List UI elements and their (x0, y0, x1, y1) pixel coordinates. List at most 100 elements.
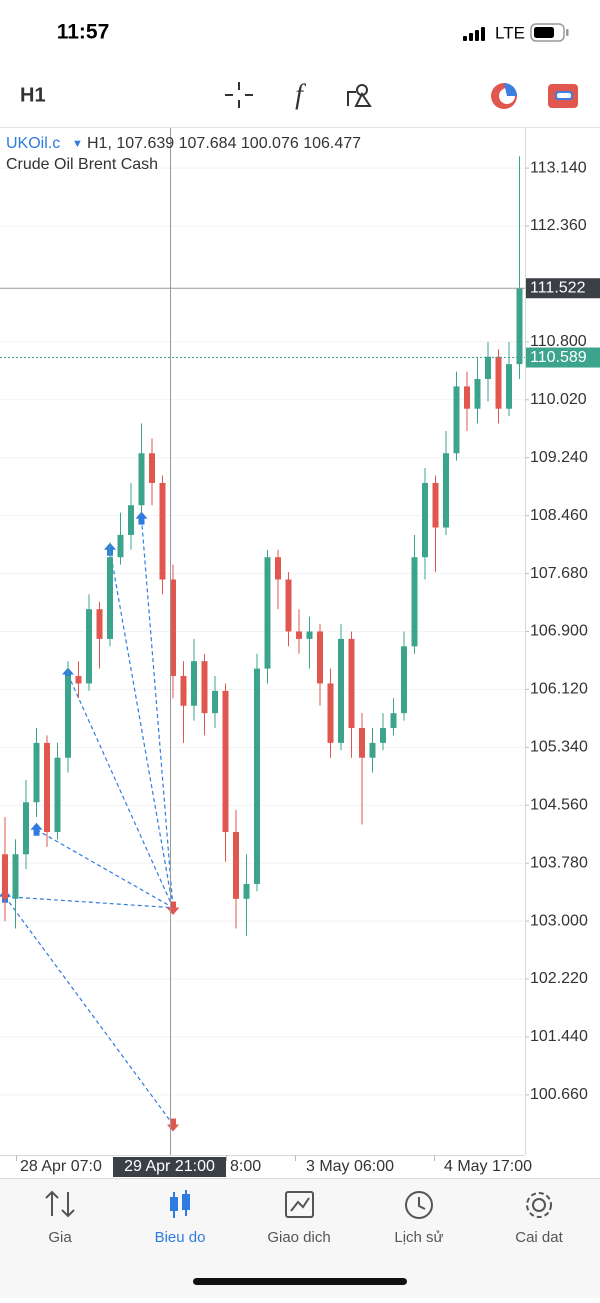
candle-body (222, 690, 229, 832)
candle-body (390, 713, 397, 729)
tab[interactable]: Gia (48, 1229, 72, 1246)
trade-button[interactable] (491, 83, 517, 109)
trade-line (4, 895, 174, 909)
candle-body (369, 742, 376, 758)
tabs: Gia Bieu do Giao dich Lịch sử Cai dat (48, 1229, 563, 1246)
trade-line (109, 549, 174, 908)
overlay: 110.589 111.522 (0, 128, 600, 1155)
ohlc-info: H1, 107.639 107.684 100.076 106.477 (87, 135, 361, 152)
candles (2, 156, 523, 936)
y-tick-label: 100.660 (530, 1086, 588, 1103)
timeframe[interactable]: H1 (20, 84, 46, 106)
candle-body (23, 802, 29, 855)
trade-line (4, 896, 174, 1125)
candle-body (327, 683, 334, 743)
sell-arrow (167, 901, 179, 915)
y-tick-label: 101.440 (530, 1028, 588, 1045)
x-axis: 28 Apr 07:0 8:00 3 May 06:00 4 May 17:00… (16, 1155, 532, 1177)
y-tick-label: 107.680 (530, 565, 588, 582)
home-indicator (193, 1278, 407, 1285)
candle-body (201, 661, 208, 714)
candle-body (317, 631, 323, 684)
candle-body (12, 854, 19, 899)
candle-body (506, 364, 512, 409)
candle-body (254, 668, 260, 884)
clock: 11:57 (57, 21, 110, 44)
y-tick-label: 106.900 (530, 623, 588, 640)
y-tick-label: 106.120 (530, 681, 588, 698)
candle-body (138, 453, 145, 506)
candle-body (401, 646, 407, 714)
candle-body (411, 557, 418, 647)
tab-active[interactable]: Bieu do (155, 1229, 206, 1246)
buy-arrow (135, 511, 148, 525)
tab[interactable]: Cai dat (515, 1229, 563, 1246)
account-button[interactable] (548, 84, 578, 108)
trade-line (36, 829, 174, 909)
candle-body (348, 638, 355, 729)
grid: 113.140 112.360 110.800 110.020 109.240 108.4… (0, 159, 588, 1103)
candle-body (485, 356, 491, 379)
candle-body (180, 676, 187, 706)
candle-body (338, 638, 344, 743)
candle-body (516, 288, 523, 365)
crosshair-button[interactable] (225, 82, 253, 108)
candle-body (233, 831, 239, 899)
crosshair-price-bg (526, 278, 600, 299)
battery-icon (530, 23, 569, 42)
candle-body (474, 378, 481, 409)
candle-body (443, 453, 449, 528)
y-tick-label: 103.000 (530, 912, 588, 929)
candle-body (86, 609, 92, 684)
candle-body (453, 386, 460, 454)
candle-body (359, 728, 365, 758)
y-tick-label: 105.340 (530, 739, 588, 756)
candle-body (296, 631, 302, 639)
candle-body (212, 690, 218, 714)
y-tick-label: 112.360 (530, 217, 587, 234)
candle-body (191, 661, 197, 706)
signal-icon (463, 27, 485, 41)
sell-arrow (167, 1118, 179, 1132)
trade-line (67, 674, 174, 908)
network: LTE (495, 23, 525, 42)
candle-body (65, 676, 71, 758)
candle-body (107, 557, 113, 639)
candle-body (149, 453, 155, 483)
x-tick-label: 8:00 (230, 1158, 261, 1175)
bid-label-bg (526, 347, 600, 368)
x-tick-label: 28 Apr 07:0 (20, 1158, 102, 1175)
candle-body (306, 631, 313, 639)
candle-body (275, 557, 281, 580)
candle-body (75, 676, 82, 684)
tab[interactable]: Giao dich (267, 1229, 330, 1246)
y-tick-label: 104.560 (530, 796, 588, 813)
candle-body (432, 482, 439, 528)
candle-body (495, 356, 502, 409)
crosshair-price: 111.522 (530, 279, 586, 296)
candle-body (380, 728, 386, 743)
tab[interactable]: Lịch sử (394, 1229, 443, 1246)
candle-body (54, 757, 61, 832)
crosshair-time: 29 Apr 21:00 (124, 1158, 215, 1175)
indicator-button[interactable]: f (295, 79, 306, 110)
symbol-dropdown[interactable]: ▼ (72, 138, 83, 150)
y-tick-label: 108.460 (530, 507, 588, 524)
y-tick-label: 109.240 (530, 449, 588, 466)
y-tick-label: 102.220 (530, 970, 588, 987)
symbol[interactable]: UKOil.c (6, 135, 60, 152)
y-tick-label: 113.140 (530, 159, 587, 176)
tab-icons (45, 1190, 552, 1219)
y-tick-label: 110.020 (530, 391, 587, 408)
x-tick-label: 3 May 06:00 (306, 1158, 394, 1175)
description: Crude Oil Brent Cash (6, 156, 158, 173)
objects-button[interactable] (347, 84, 372, 107)
candle-body (285, 579, 292, 632)
candle-body (33, 742, 40, 803)
candle-body (243, 883, 250, 899)
x-tick-label: 4 May 17:00 (444, 1158, 532, 1175)
candle-body (44, 742, 50, 832)
candle-body (2, 854, 8, 899)
